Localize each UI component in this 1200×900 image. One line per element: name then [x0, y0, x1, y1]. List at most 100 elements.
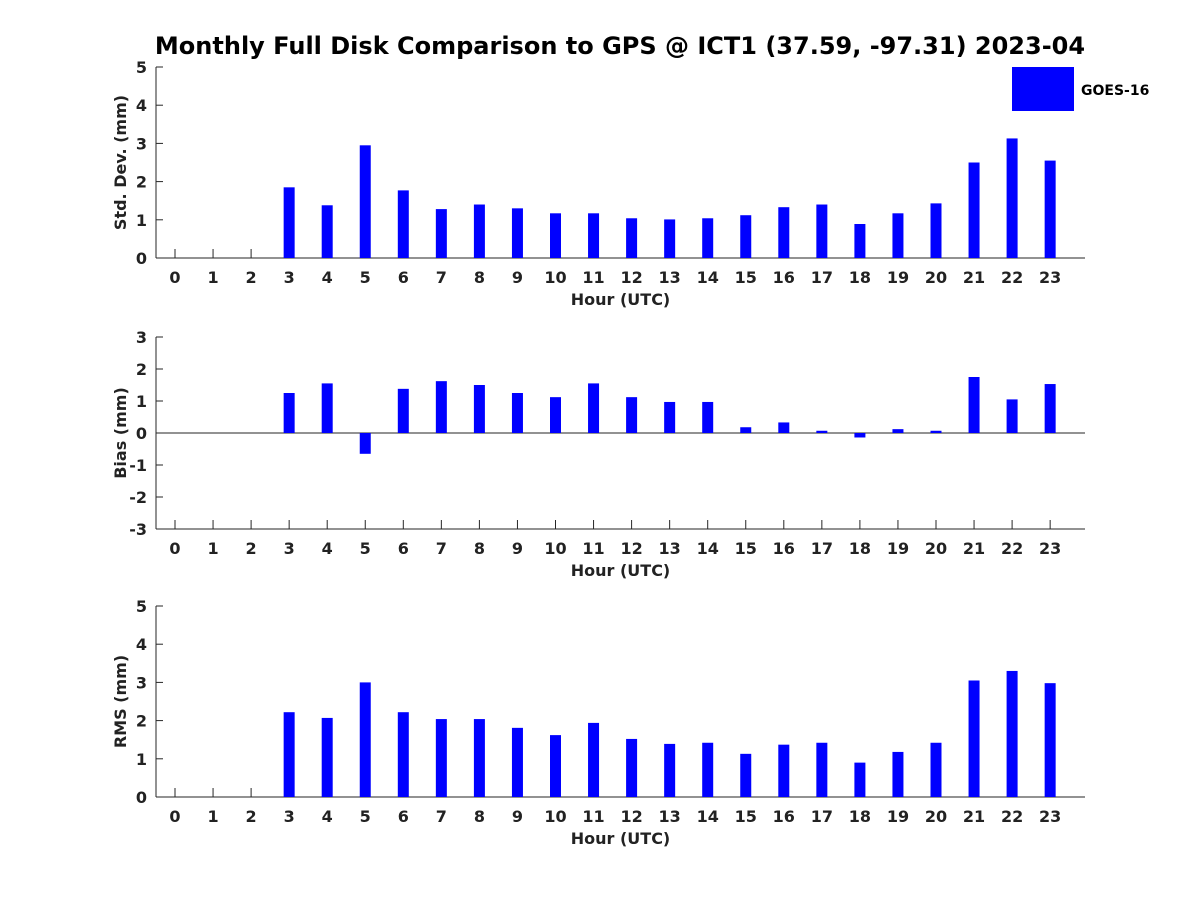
bar: [1044, 683, 1056, 797]
x-tick-label: 0: [169, 807, 180, 826]
legend-label: GOES-16: [1081, 83, 1149, 99]
y-tick-label: 0: [136, 424, 147, 443]
x-tick-label: 18: [849, 539, 871, 558]
bar: [550, 397, 561, 433]
bar: [588, 722, 600, 797]
bar: [816, 742, 828, 797]
x-tick-label: 7: [436, 807, 447, 826]
x-tick-label: 13: [659, 539, 681, 558]
x-tick-label: 4: [322, 268, 333, 287]
x-tick-label: 8: [474, 268, 485, 287]
x-tick-label: 3: [284, 807, 295, 826]
x-tick-label: 19: [887, 539, 909, 558]
y-tick-label: 2: [136, 712, 147, 731]
x-tick-label: 12: [620, 268, 642, 287]
bar: [283, 393, 295, 433]
bar: [930, 203, 942, 258]
x-tick-label: 0: [169, 268, 180, 287]
x-tick-label: 3: [284, 539, 295, 558]
x-tick-label: 3: [284, 268, 295, 287]
bar: [397, 712, 409, 797]
x-tick-label: 11: [582, 539, 604, 558]
y-tick-label: 5: [136, 58, 147, 77]
y-tick-label: -1: [129, 456, 147, 475]
y-tick-label: 3: [136, 134, 147, 153]
x-tick-label: 4: [322, 807, 333, 826]
x-tick-label: 9: [512, 539, 523, 558]
x-tick-label: 18: [849, 807, 871, 826]
bar: [778, 744, 790, 797]
bar: [626, 218, 638, 258]
x-tick-label: 7: [436, 268, 447, 287]
bar: [511, 208, 523, 258]
x-tick-label: 8: [474, 807, 485, 826]
x-tick-label: 14: [697, 268, 719, 287]
bar: [626, 397, 638, 433]
x-tick-label: 9: [512, 807, 523, 826]
bar: [626, 738, 638, 797]
x-tick-label: 17: [811, 539, 833, 558]
bar: [816, 204, 828, 258]
y-axis-label: Std. Dev. (mm): [111, 95, 130, 230]
legend: GOES-16: [1012, 67, 1149, 111]
bar: [473, 385, 485, 433]
bar: [473, 204, 485, 258]
bar: [321, 717, 333, 797]
bar: [740, 215, 752, 258]
x-tick-label: 15: [735, 268, 757, 287]
x-tick-label: 14: [697, 807, 719, 826]
x-tick-label: 15: [735, 807, 757, 826]
x-tick-label: 4: [322, 539, 333, 558]
bar: [283, 187, 295, 258]
bar: [1006, 138, 1018, 258]
x-tick-label: 12: [620, 807, 642, 826]
bar: [283, 712, 295, 797]
bar: [930, 430, 942, 433]
x-tick-label: 20: [925, 539, 947, 558]
bar: [1006, 670, 1018, 797]
x-tick-label: 0: [169, 539, 180, 558]
y-tick-label: 3: [136, 328, 147, 347]
x-tick-label: 21: [963, 539, 985, 558]
x-tick-label: 5: [360, 268, 371, 287]
x-tick-label: 6: [398, 807, 409, 826]
bar: [321, 205, 333, 258]
x-tick-label: 21: [963, 268, 985, 287]
bar: [854, 762, 866, 797]
bar: [1006, 399, 1018, 433]
x-tick-label: 23: [1039, 807, 1061, 826]
x-tick-label: 1: [207, 268, 218, 287]
bar: [892, 429, 904, 433]
bar: [511, 727, 523, 797]
bar: [359, 145, 371, 258]
bar: [968, 680, 980, 797]
x-tick-label: 6: [398, 268, 409, 287]
x-tick-label: 23: [1039, 268, 1061, 287]
bar: [968, 162, 980, 258]
x-tick-label: 21: [963, 807, 985, 826]
y-tick-label: 0: [136, 249, 147, 268]
bar: [778, 207, 790, 258]
x-tick-label: 20: [925, 807, 947, 826]
y-axis-label: RMS (mm): [111, 655, 130, 748]
bar: [664, 743, 676, 797]
bar: [1044, 160, 1056, 258]
bar: [892, 213, 904, 258]
x-axis-label: Hour (UTC): [571, 829, 671, 848]
x-tick-label: 17: [811, 268, 833, 287]
x-tick-label: 5: [360, 539, 371, 558]
x-tick-label: 10: [544, 268, 566, 287]
y-tick-label: 1: [136, 750, 147, 769]
x-tick-label: 9: [512, 268, 523, 287]
bar: [930, 742, 942, 797]
bar: [321, 383, 333, 433]
y-tick-label: 3: [136, 673, 147, 692]
bar: [664, 219, 676, 258]
x-tick-label: 2: [246, 268, 257, 287]
y-tick-label: -2: [129, 488, 147, 507]
bar: [550, 735, 561, 797]
bar: [664, 401, 676, 433]
x-tick-label: 7: [436, 539, 447, 558]
bar: [968, 377, 980, 433]
